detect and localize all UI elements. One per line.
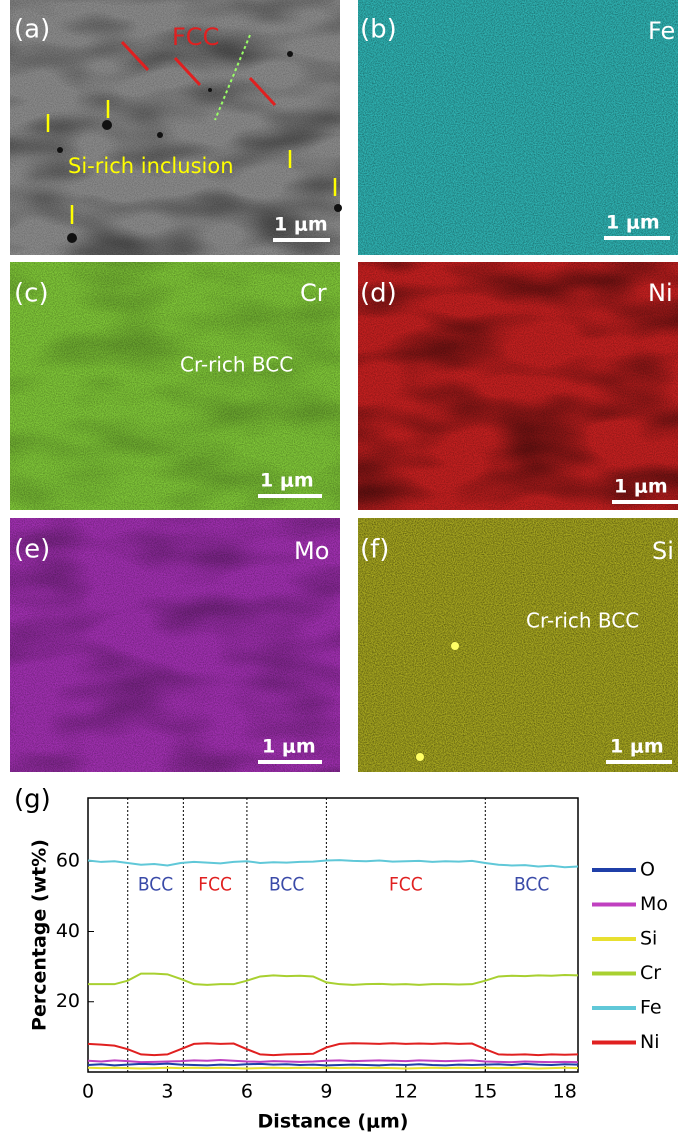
legend-label: Ni xyxy=(640,1031,660,1053)
element-label: Cr xyxy=(300,279,327,307)
x-tick-label: 18 xyxy=(553,1081,577,1103)
panel-label: (d) xyxy=(360,279,397,309)
series-line xyxy=(88,1064,578,1066)
scale-label: 1 μm xyxy=(610,736,664,758)
legend-label: Cr xyxy=(640,962,661,984)
x-tick-label: 12 xyxy=(394,1081,418,1103)
annotation: Cr-rich BCC xyxy=(180,353,293,377)
x-tick-label: 6 xyxy=(241,1081,253,1103)
series-line xyxy=(88,1060,578,1062)
page: (a) FCC Si-rich inclusion 1 μm (b) Fe 1 … xyxy=(0,0,678,1138)
scale-label: 1 μm xyxy=(606,212,660,234)
y-tick-label: 40 xyxy=(56,920,80,942)
legend-label: Mo xyxy=(640,893,668,915)
scale-label: 1 μm xyxy=(274,214,328,236)
annotation: Cr-rich BCC xyxy=(526,609,639,633)
inclusion xyxy=(416,753,424,761)
element-label: Mo xyxy=(294,537,329,565)
element-label: Fe xyxy=(648,17,675,45)
element-label: Si xyxy=(652,537,674,565)
series-line xyxy=(88,1043,578,1055)
region-label: BCC xyxy=(514,874,549,896)
region-label: BCC xyxy=(269,874,304,896)
noise xyxy=(358,262,678,510)
region-label: BCC xyxy=(138,874,173,896)
figure: (a) FCC Si-rich inclusion 1 μm (b) Fe 1 … xyxy=(0,0,678,1138)
plot-frame xyxy=(88,798,578,1072)
x-tick-label: 0 xyxy=(82,1081,94,1103)
noise xyxy=(358,518,678,772)
x-tick-label: 3 xyxy=(161,1081,173,1103)
x-axis-label: Distance (μm) xyxy=(258,1111,409,1133)
panel-label: (a) xyxy=(14,15,50,45)
line-chart: (g) Distance (μm) Percentage (wt%) 0 3 6 9 1… xyxy=(14,785,668,1133)
x-tick-label: 15 xyxy=(473,1081,497,1103)
legend-label: O xyxy=(640,859,655,881)
panel-label: (c) xyxy=(14,279,49,309)
legend-label: Si xyxy=(640,928,657,950)
panel-label: (e) xyxy=(14,535,50,565)
series-line xyxy=(88,1068,578,1069)
panel-label: (f) xyxy=(360,535,389,565)
region-label: FCC xyxy=(389,874,423,896)
scale-label: 1 μm xyxy=(260,470,314,492)
micrographs: (a) FCC Si-rich inclusion 1 μm (b) Fe 1 … xyxy=(10,0,678,772)
annotation: Si-rich inclusion xyxy=(68,154,234,178)
y-tick-label: 60 xyxy=(56,850,80,872)
scale-label: 1 μm xyxy=(614,476,668,498)
series-line xyxy=(88,860,578,867)
series-line xyxy=(88,974,578,985)
panel-label: (b) xyxy=(360,15,397,45)
annotation: FCC xyxy=(172,23,219,51)
inclusion xyxy=(451,642,459,650)
noise xyxy=(10,518,340,772)
element-label: Ni xyxy=(648,279,673,307)
panel-label: (g) xyxy=(14,785,51,815)
scale-label: 1 μm xyxy=(262,736,316,758)
y-tick-label: 20 xyxy=(56,990,80,1012)
region-label: FCC xyxy=(198,874,232,896)
x-tick-label: 9 xyxy=(320,1081,332,1103)
y-axis-label: Percentage (wt%) xyxy=(29,839,51,1031)
legend-label: Fe xyxy=(640,997,662,1019)
